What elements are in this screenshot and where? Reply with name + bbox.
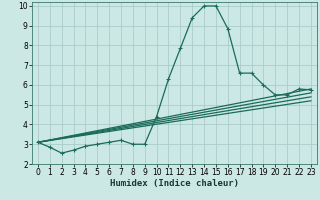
X-axis label: Humidex (Indice chaleur): Humidex (Indice chaleur) bbox=[110, 179, 239, 188]
